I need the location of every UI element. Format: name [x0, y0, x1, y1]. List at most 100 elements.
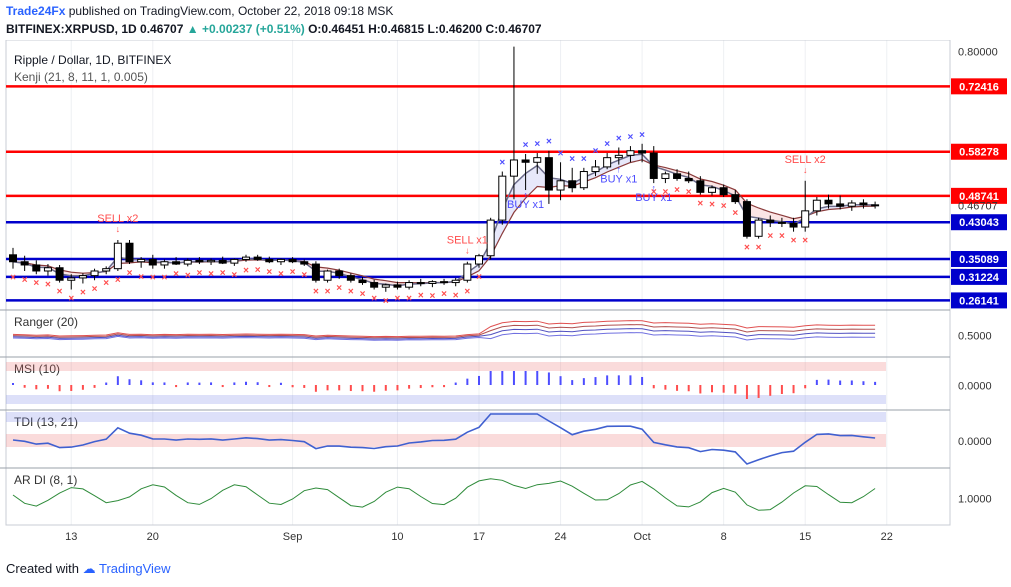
- candle-body: [9, 254, 17, 263]
- tdi-upper-band: [6, 412, 886, 422]
- msi-bar: [116, 376, 119, 385]
- sell-mark: ×: [57, 287, 63, 298]
- sell-mark: ×: [33, 278, 39, 289]
- sell-mark: ×: [325, 287, 331, 298]
- msi-bar: [757, 385, 760, 398]
- msi-bar: [419, 385, 422, 389]
- sell-mark: ×: [697, 199, 703, 210]
- candle-body: [393, 284, 402, 288]
- buy-mark: ×: [534, 139, 540, 150]
- candle-body: [265, 258, 274, 263]
- candle-body: [568, 180, 577, 189]
- sell-mark: ×: [243, 266, 249, 277]
- msi-bar: [524, 371, 527, 385]
- msi-bar: [443, 385, 446, 388]
- sell-mark: ×: [732, 208, 738, 219]
- price-level-label: 0.35089: [959, 254, 999, 266]
- sell-mark: ×: [371, 293, 377, 304]
- sell-mark: ×: [441, 289, 447, 300]
- msi-bar: [652, 385, 655, 389]
- publisher-name[interactable]: Trade24Fx: [6, 4, 66, 18]
- ar-di-line: [12, 478, 876, 511]
- buy-arrow-icon: ↑: [617, 165, 622, 175]
- buy-arrow-icon: ↑: [523, 190, 528, 200]
- sell-mark: ×: [453, 290, 459, 301]
- ranger-fill-segment: [595, 164, 608, 178]
- ranger-line: [12, 332, 876, 341]
- price-chart[interactable]: 0.72416 0.58278 0.48741 0.43043 0.35089 0.312…: [0, 40, 1011, 555]
- candle-body: [370, 282, 379, 288]
- candle-body: [381, 284, 390, 288]
- x-tick-label: 17: [473, 531, 485, 543]
- price-level-tag: [951, 187, 1007, 204]
- sell-mark: ×: [301, 270, 307, 281]
- sell-mark: ×: [360, 289, 366, 300]
- candle-body: [579, 171, 588, 189]
- candle-body: [253, 256, 262, 260]
- last-price: 0.46707: [140, 22, 184, 36]
- footer-brand[interactable]: TradingView: [99, 561, 171, 576]
- pane-title: TDI (13, 21): [14, 415, 78, 429]
- candle-body: [859, 202, 868, 206]
- msi-bar: [151, 382, 154, 385]
- publish-info: published on TradingView.com, October 22…: [68, 4, 394, 18]
- candle-body: [486, 219, 495, 257]
- sell-mark: ×: [162, 273, 168, 284]
- sell-mark: ×: [266, 267, 272, 278]
- sell-arrow-icon: ↓: [116, 224, 121, 234]
- candle-body: [78, 275, 87, 279]
- msi-bar: [559, 376, 562, 385]
- buy-mark: ×: [616, 133, 622, 144]
- sell-mark: ×: [429, 291, 435, 302]
- candle-body: [125, 242, 134, 263]
- buy-mark: ×: [581, 154, 587, 165]
- pane-y-tick: 0.0000: [958, 381, 992, 393]
- x-tick-label: 24: [554, 531, 566, 543]
- candle-body: [55, 267, 64, 281]
- x-tick-label: 22: [881, 531, 893, 543]
- price-level-tag: [951, 143, 1007, 160]
- candle-body: [428, 281, 437, 284]
- msi-bar: [303, 385, 306, 388]
- sell-mark: ×: [418, 290, 424, 301]
- candle-body: [836, 203, 845, 207]
- msi-bar: [711, 385, 713, 393]
- msi-bar: [489, 371, 492, 385]
- sell-mark: ×: [22, 275, 28, 286]
- sell-mark: ×: [103, 278, 109, 289]
- candle-body: [696, 180, 705, 193]
- msi-bar: [35, 385, 38, 390]
- sell-mark: ×: [476, 272, 482, 283]
- price-level-tag: [951, 78, 1007, 95]
- ranger-fill-segment: [758, 208, 771, 221]
- msi-bar: [804, 385, 807, 389]
- msi-upper-band: [6, 362, 886, 371]
- msi-bar: [58, 385, 61, 392]
- candle-body: [113, 242, 122, 270]
- msi-bar: [699, 385, 702, 394]
- msi-bar: [734, 385, 737, 394]
- msi-bar: [862, 381, 865, 385]
- candle-body: [824, 199, 833, 205]
- candle-body: [673, 173, 682, 179]
- candle-body: [789, 222, 798, 228]
- footer-created: Created with: [6, 561, 79, 576]
- msi-bar: [12, 383, 14, 385]
- msi-bar: [105, 382, 108, 385]
- candle-body: [32, 264, 41, 272]
- candle-body: [649, 152, 658, 179]
- candle-body: [405, 282, 414, 288]
- candle-body: [43, 267, 52, 272]
- candle-body: [148, 258, 157, 266]
- sell-mark: ×: [10, 273, 16, 284]
- msi-bar: [780, 385, 783, 395]
- msi-bar: [815, 379, 818, 385]
- candle-body: [416, 282, 425, 285]
- msi-bar: [431, 385, 434, 388]
- price-level-label: 0.43043: [959, 217, 999, 229]
- candle-body: [242, 256, 250, 260]
- buy-mark: ×: [628, 132, 634, 143]
- ranger-fill-segment: [607, 160, 619, 172]
- candle-body: [346, 275, 355, 281]
- buy-mark: ×: [569, 154, 575, 165]
